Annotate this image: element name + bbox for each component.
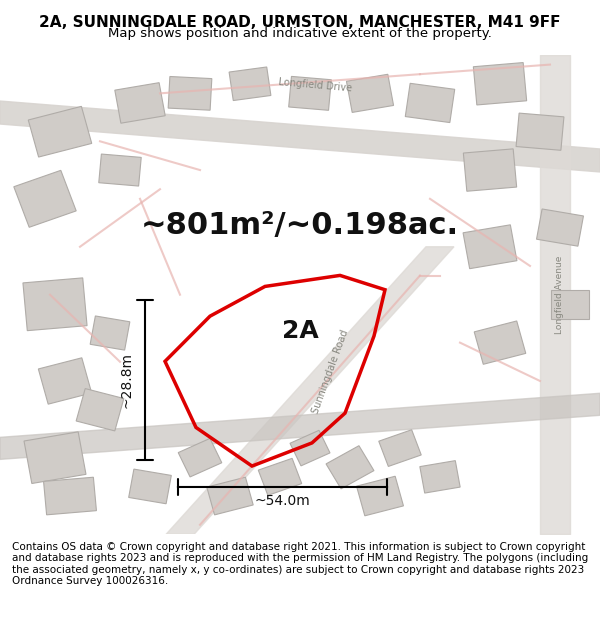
Polygon shape <box>28 106 92 157</box>
Text: ~28.8m: ~28.8m <box>120 352 134 408</box>
Polygon shape <box>76 389 124 431</box>
Text: Longfield Drive: Longfield Drive <box>278 78 352 94</box>
Text: Longfield Avenue: Longfield Avenue <box>556 256 565 334</box>
Polygon shape <box>166 247 454 534</box>
Polygon shape <box>99 154 141 186</box>
Polygon shape <box>38 357 92 404</box>
Polygon shape <box>290 430 330 466</box>
Polygon shape <box>44 478 97 515</box>
Polygon shape <box>463 149 517 191</box>
Polygon shape <box>356 476 403 516</box>
Polygon shape <box>474 321 526 364</box>
Text: Sunningdale Road: Sunningdale Road <box>310 328 350 414</box>
Polygon shape <box>128 469 172 504</box>
Polygon shape <box>551 290 589 319</box>
Polygon shape <box>379 430 421 466</box>
Text: Map shows position and indicative extent of the property.: Map shows position and indicative extent… <box>108 27 492 39</box>
Polygon shape <box>346 74 394 112</box>
Polygon shape <box>115 82 165 123</box>
Polygon shape <box>289 76 331 110</box>
Polygon shape <box>473 62 527 105</box>
Polygon shape <box>258 458 302 496</box>
Polygon shape <box>90 316 130 350</box>
Polygon shape <box>207 477 253 515</box>
Polygon shape <box>168 76 212 110</box>
Polygon shape <box>14 171 76 227</box>
Text: 2A, SUNNINGDALE ROAD, URMSTON, MANCHESTER, M41 9FF: 2A, SUNNINGDALE ROAD, URMSTON, MANCHESTE… <box>39 16 561 31</box>
Polygon shape <box>420 461 460 493</box>
Polygon shape <box>178 438 222 477</box>
Polygon shape <box>229 67 271 101</box>
Polygon shape <box>23 278 87 331</box>
Polygon shape <box>536 209 583 246</box>
Polygon shape <box>24 432 86 484</box>
Text: Contains OS data © Crown copyright and database right 2021. This information is : Contains OS data © Crown copyright and d… <box>12 542 588 586</box>
Polygon shape <box>0 393 600 459</box>
Polygon shape <box>326 446 374 489</box>
Text: ~54.0m: ~54.0m <box>254 494 310 508</box>
Polygon shape <box>463 225 517 269</box>
Polygon shape <box>516 113 564 150</box>
Text: 2A: 2A <box>281 319 319 342</box>
Text: ~801m²/~0.198ac.: ~801m²/~0.198ac. <box>141 211 459 240</box>
Polygon shape <box>405 83 455 122</box>
